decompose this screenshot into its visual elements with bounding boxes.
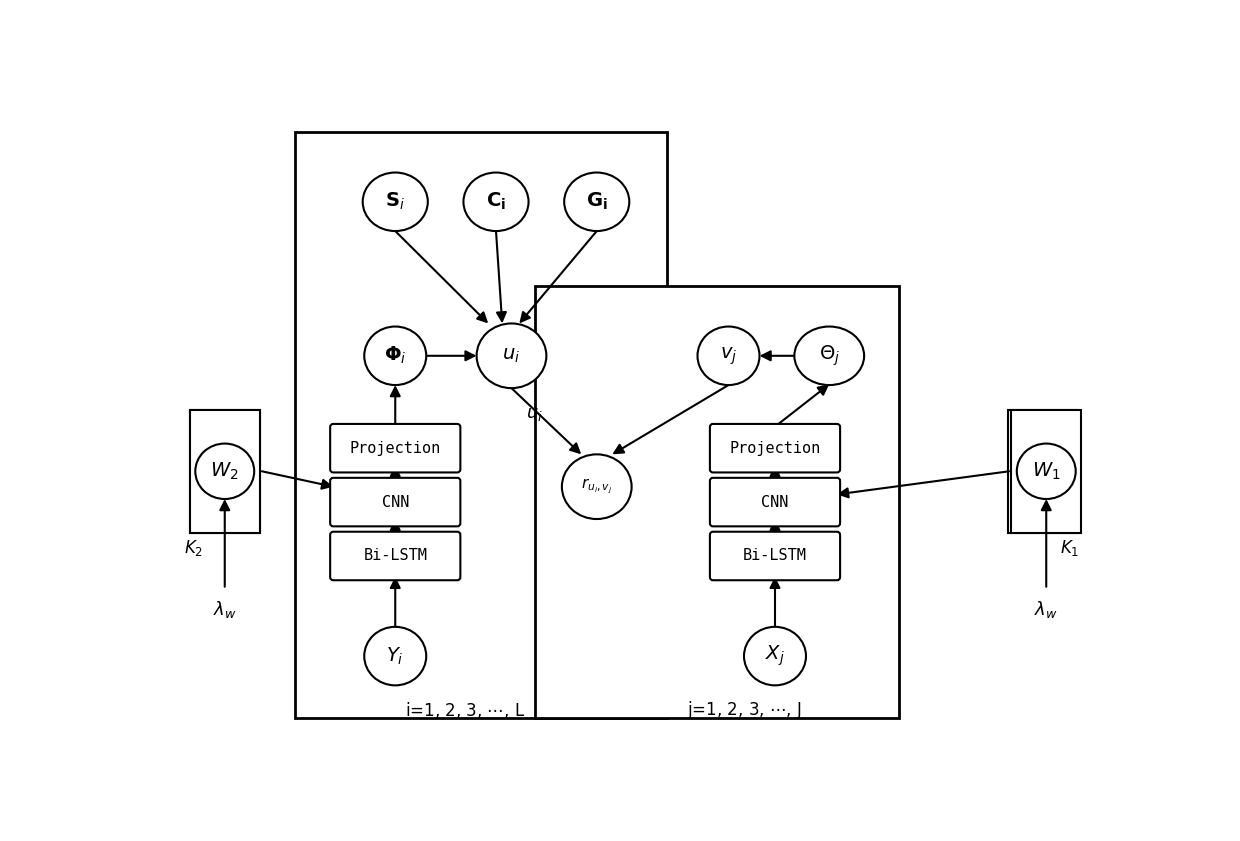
- FancyBboxPatch shape: [330, 478, 460, 526]
- Text: Bi-LSTM: Bi-LSTM: [743, 548, 807, 563]
- Text: CNN: CNN: [382, 495, 409, 510]
- FancyBboxPatch shape: [330, 532, 460, 580]
- Text: $v_j$: $v_j$: [720, 345, 737, 367]
- Bar: [295, 133, 667, 717]
- Ellipse shape: [564, 172, 629, 231]
- Ellipse shape: [697, 326, 759, 385]
- Text: $\Theta_j$: $\Theta_j$: [818, 343, 839, 368]
- Text: Projection: Projection: [729, 441, 821, 456]
- Ellipse shape: [196, 443, 254, 499]
- Text: $\boldsymbol{u_i}$: $\boldsymbol{u_i}$: [526, 405, 543, 422]
- Ellipse shape: [365, 326, 427, 385]
- Text: $\mathbf{S}_i$: $\mathbf{S}_i$: [386, 191, 405, 213]
- Ellipse shape: [744, 627, 806, 685]
- Text: $K_2$: $K_2$: [185, 538, 203, 558]
- Bar: [1007, 410, 1078, 533]
- Text: $\mathbf{G_i}$: $\mathbf{G_i}$: [587, 191, 608, 213]
- FancyBboxPatch shape: [330, 424, 460, 473]
- Text: $\mathbf{\Phi}_i$: $\mathbf{\Phi}_i$: [384, 345, 407, 367]
- Ellipse shape: [562, 454, 631, 519]
- Text: $X_j$: $X_j$: [765, 644, 785, 669]
- Text: $W_1$: $W_1$: [1032, 461, 1060, 482]
- Text: $u_i$: $u_i$: [502, 346, 521, 365]
- Text: $K_1$: $K_1$: [1060, 538, 1079, 558]
- Text: $r_{u_i,v_j}$: $r_{u_i,v_j}$: [582, 477, 613, 496]
- Text: $W_2$: $W_2$: [211, 461, 239, 482]
- Text: $\lambda_w$: $\lambda_w$: [1034, 600, 1058, 621]
- Text: i=1, 2, 3, $\cdots$, L: i=1, 2, 3, $\cdots$, L: [404, 700, 526, 720]
- Text: $\lambda_w$: $\lambda_w$: [213, 600, 237, 621]
- Text: j=1, 2, 3, $\cdots$, J: j=1, 2, 3, $\cdots$, J: [687, 699, 801, 721]
- Ellipse shape: [795, 326, 864, 385]
- FancyBboxPatch shape: [709, 532, 839, 580]
- Bar: [534, 287, 899, 717]
- FancyBboxPatch shape: [709, 424, 839, 473]
- Text: $\mathbf{C_i}$: $\mathbf{C_i}$: [486, 191, 506, 213]
- Bar: [1012, 410, 1081, 533]
- Ellipse shape: [365, 627, 427, 685]
- Bar: [190, 410, 259, 533]
- Ellipse shape: [1017, 443, 1076, 499]
- Ellipse shape: [476, 324, 547, 389]
- Ellipse shape: [362, 172, 428, 231]
- Text: $Y_i$: $Y_i$: [387, 645, 404, 667]
- Bar: [190, 410, 259, 533]
- Text: CNN: CNN: [761, 495, 789, 510]
- FancyBboxPatch shape: [709, 478, 839, 526]
- Ellipse shape: [464, 172, 528, 231]
- Text: Projection: Projection: [350, 441, 441, 456]
- Text: Bi-LSTM: Bi-LSTM: [363, 548, 428, 563]
